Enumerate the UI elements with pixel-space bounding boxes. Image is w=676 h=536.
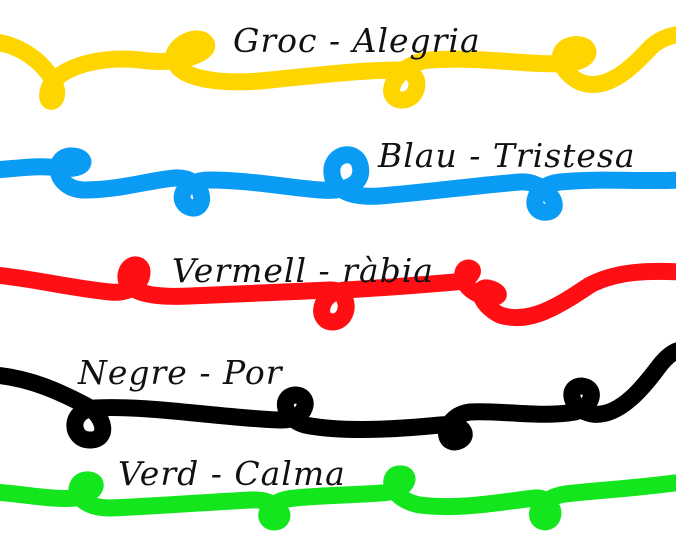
yellow-loopy-line [0, 26, 676, 110]
black-loopy-line [0, 342, 676, 451]
label-groc-alegria: Groc - Alegria [233, 21, 481, 60]
label-negre-por: Negre - Por [78, 353, 283, 392]
green-loopy-line [0, 465, 676, 531]
label-verd-calma: Verd - Calma [118, 454, 346, 493]
label-vermell-rabia: Vermell - ràbia [172, 251, 434, 290]
blue-loopy-line [0, 146, 676, 221]
red-loopy-line [0, 256, 676, 331]
label-blau-tristesa: Blau - Tristesa [378, 136, 636, 175]
